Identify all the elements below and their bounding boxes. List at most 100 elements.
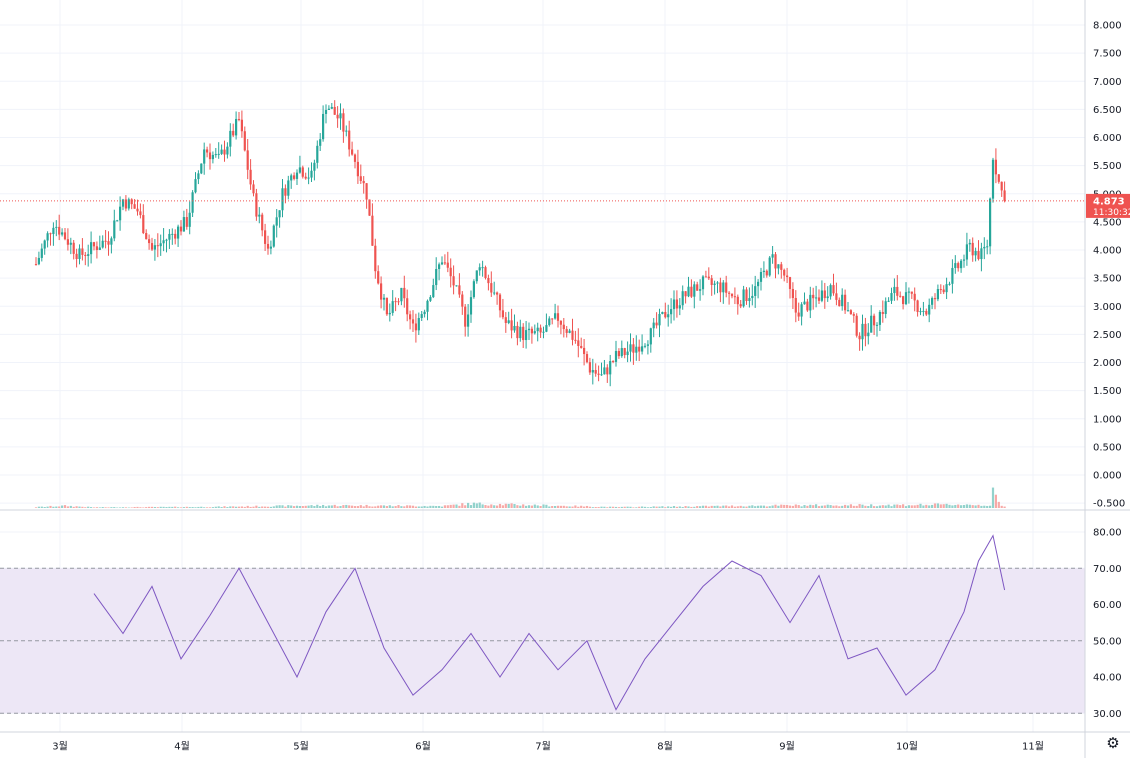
volume-bar bbox=[182, 507, 185, 508]
volume-bar bbox=[971, 505, 974, 508]
volume-bar bbox=[507, 503, 510, 508]
volume-bar bbox=[417, 506, 420, 508]
candle-body bbox=[588, 362, 591, 373]
candle-body bbox=[110, 238, 113, 245]
price-axis[interactable]: 8.0007.5007.0006.5006.0005.5005.0004.500… bbox=[1093, 21, 1125, 510]
price-tick-label: 1.500 bbox=[1093, 386, 1122, 397]
candle-body bbox=[910, 291, 913, 294]
volume-bar bbox=[609, 506, 612, 508]
volume-bar bbox=[684, 506, 687, 508]
last-price-tag: 4.873 11:30:32 bbox=[1086, 193, 1130, 218]
candle-body bbox=[922, 310, 925, 312]
volume-bar bbox=[626, 506, 629, 508]
volume-bar bbox=[907, 505, 910, 508]
volume-bar bbox=[345, 504, 348, 508]
volume-bar bbox=[704, 505, 707, 508]
volume-bar bbox=[678, 506, 681, 508]
candle-body bbox=[61, 232, 64, 235]
volume-bar bbox=[916, 504, 919, 508]
volume-bar bbox=[237, 506, 241, 508]
time-axis[interactable]: 3월 4월 5월 6월 7월 8월 9월 10월 11월 bbox=[52, 741, 1044, 753]
candle-body bbox=[730, 293, 734, 297]
volume-bar bbox=[902, 504, 905, 508]
candle-body bbox=[870, 315, 873, 333]
volume-bar bbox=[562, 505, 565, 508]
time-tick-label: 9월 bbox=[779, 741, 795, 753]
volume-bar bbox=[638, 506, 641, 508]
volume-bar bbox=[229, 506, 232, 508]
volume-bar bbox=[406, 505, 409, 508]
candle-body bbox=[690, 286, 693, 297]
volume-bar bbox=[66, 506, 69, 508]
volume-bar bbox=[409, 505, 412, 508]
candle-body bbox=[272, 225, 275, 247]
candle-body bbox=[58, 226, 61, 235]
candle-body bbox=[336, 114, 339, 119]
volume-bar bbox=[635, 507, 638, 508]
candle-body bbox=[713, 283, 716, 285]
volume-bar bbox=[177, 507, 180, 508]
volume-bar bbox=[58, 506, 61, 508]
last-price-time: 11:30:32 bbox=[1093, 208, 1130, 218]
candle-body bbox=[864, 323, 867, 337]
volume-bar bbox=[351, 505, 354, 508]
candle-body bbox=[435, 269, 438, 286]
candle-body bbox=[43, 240, 46, 249]
candle-body bbox=[478, 267, 481, 271]
volume-bar bbox=[899, 505, 902, 508]
volume-bar bbox=[388, 505, 391, 508]
candle-body bbox=[556, 313, 560, 321]
candle-body bbox=[977, 250, 980, 260]
candle-body bbox=[403, 287, 406, 299]
volume-bar bbox=[40, 506, 43, 508]
volume-bar bbox=[156, 507, 159, 508]
volume-bar bbox=[939, 504, 942, 508]
candle-body bbox=[148, 239, 151, 244]
candle-body bbox=[136, 208, 139, 212]
candle-body bbox=[287, 180, 290, 196]
volume-bar bbox=[191, 507, 194, 508]
candle-body bbox=[614, 351, 618, 362]
candle-body bbox=[258, 214, 261, 217]
candle-body bbox=[443, 262, 446, 264]
volume-bar bbox=[632, 507, 635, 508]
candle-body bbox=[664, 311, 667, 318]
candle-body bbox=[652, 322, 655, 329]
volume-bar bbox=[658, 506, 661, 508]
candle-body bbox=[670, 309, 673, 315]
volume-bar bbox=[484, 505, 487, 508]
candle-body bbox=[46, 233, 49, 241]
candle-body bbox=[498, 294, 502, 311]
volume-bar bbox=[716, 505, 719, 508]
volume-bar bbox=[606, 507, 609, 508]
volume-bar bbox=[281, 505, 284, 508]
candle-body bbox=[672, 299, 676, 310]
gear-icon[interactable]: ⚙ bbox=[1106, 734, 1120, 752]
volume-bar bbox=[440, 506, 444, 508]
volume-bar bbox=[510, 503, 513, 508]
volume-bar bbox=[208, 507, 212, 508]
volume-bar bbox=[881, 505, 884, 508]
volume-bar bbox=[330, 505, 333, 508]
candle-body bbox=[768, 257, 771, 276]
volume-bar bbox=[342, 505, 345, 508]
candle-body bbox=[742, 289, 745, 307]
volume-bar bbox=[61, 505, 64, 508]
volume-bar bbox=[719, 506, 722, 508]
volume-bar bbox=[391, 506, 394, 508]
volume-bar bbox=[568, 506, 571, 508]
rsi-axis[interactable]: 80.00 70.00 60.00 50.00 40.00 30.00 bbox=[1093, 528, 1122, 720]
volume-bar bbox=[699, 506, 702, 508]
candle-body bbox=[939, 289, 942, 291]
candle-body bbox=[356, 161, 359, 177]
volume-bar bbox=[133, 507, 136, 508]
volume-bar bbox=[646, 507, 649, 508]
volume-bar bbox=[707, 506, 710, 508]
volume-bar bbox=[333, 504, 336, 508]
volume-bar bbox=[310, 505, 313, 508]
volume-bar bbox=[377, 505, 380, 508]
candle-body bbox=[928, 304, 931, 315]
candle-body bbox=[655, 322, 658, 326]
volume-bar bbox=[548, 506, 551, 508]
